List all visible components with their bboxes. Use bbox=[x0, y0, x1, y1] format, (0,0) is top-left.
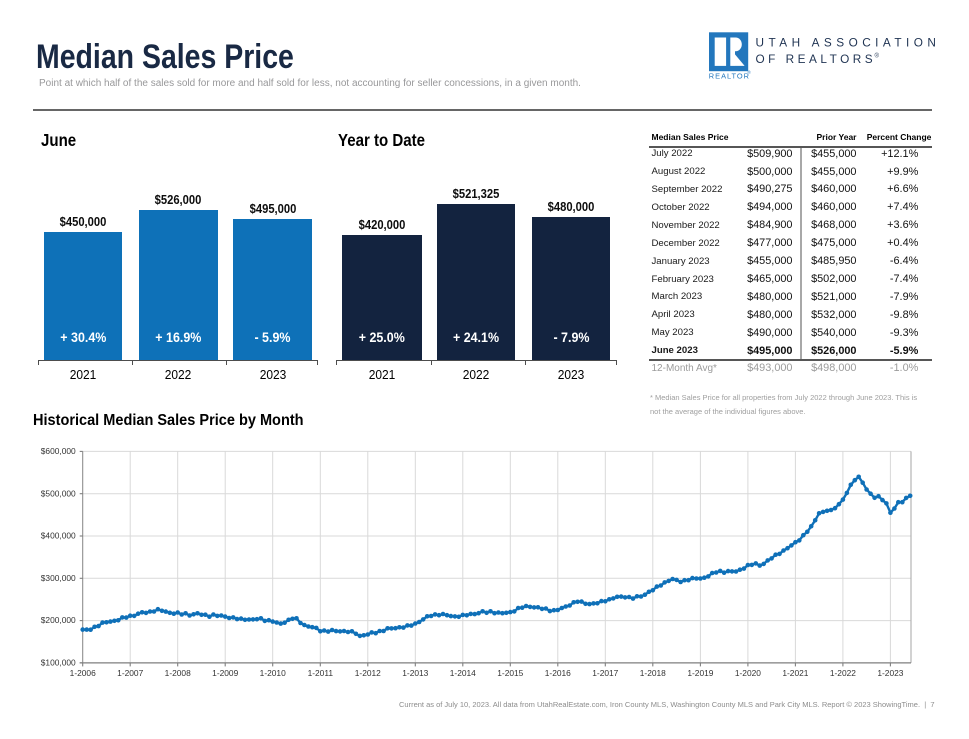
svg-text:UTAH ASSOCIATION: UTAH ASSOCIATION bbox=[756, 35, 941, 49]
svg-text:OF REALTORS: OF REALTORS bbox=[756, 52, 877, 66]
svg-text:$200,000: $200,000 bbox=[41, 615, 76, 625]
svg-text:®: ® bbox=[875, 53, 880, 60]
svg-text:1-2022: 1-2022 bbox=[830, 668, 856, 678]
svg-text:1-2023: 1-2023 bbox=[877, 668, 903, 678]
svg-text:1-2012: 1-2012 bbox=[355, 668, 381, 678]
svg-text:®: ® bbox=[748, 69, 752, 75]
svg-text:1-2014: 1-2014 bbox=[450, 668, 476, 678]
svg-text:$400,000: $400,000 bbox=[41, 531, 76, 541]
svg-text:1-2010: 1-2010 bbox=[260, 668, 286, 678]
svg-text:1-2011: 1-2011 bbox=[308, 668, 334, 678]
svg-text:1-2006: 1-2006 bbox=[70, 668, 96, 678]
svg-text:$500,000: $500,000 bbox=[41, 488, 76, 498]
svg-text:1-2021: 1-2021 bbox=[782, 668, 808, 678]
svg-text:1-2009: 1-2009 bbox=[212, 668, 238, 678]
svg-text:1-2019: 1-2019 bbox=[687, 668, 713, 678]
svg-text:REALTOR: REALTOR bbox=[709, 71, 750, 80]
svg-text:1-2015: 1-2015 bbox=[497, 668, 523, 678]
svg-text:1-2008: 1-2008 bbox=[165, 668, 191, 678]
svg-text:$300,000: $300,000 bbox=[41, 573, 76, 583]
svg-text:1-2013: 1-2013 bbox=[402, 668, 428, 678]
svg-text:$100,000: $100,000 bbox=[41, 658, 76, 668]
svg-text:$600,000: $600,000 bbox=[41, 446, 76, 456]
svg-text:1-2017: 1-2017 bbox=[592, 668, 618, 678]
svg-text:1-2016: 1-2016 bbox=[545, 668, 571, 678]
svg-text:1-2007: 1-2007 bbox=[117, 668, 143, 678]
svg-text:1-2020: 1-2020 bbox=[735, 668, 761, 678]
svg-text:1-2018: 1-2018 bbox=[640, 668, 666, 678]
